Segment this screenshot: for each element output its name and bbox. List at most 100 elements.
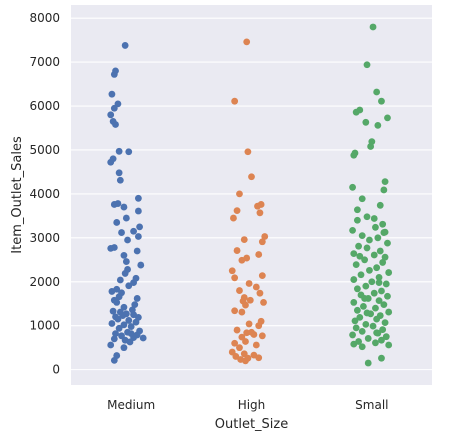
data-point-small	[349, 331, 356, 339]
data-point-high	[231, 307, 239, 315]
data-point-medium	[121, 42, 129, 49]
y-tick-label: 4000	[29, 187, 60, 201]
y-tick-label: 7000	[29, 55, 60, 69]
data-point-high	[231, 97, 239, 105]
data-point-high	[231, 274, 239, 282]
y-tick-labels: 0 1000 2000 3000 4000 5000 6000 7000 8000	[29, 11, 60, 376]
data-point-small	[381, 178, 389, 186]
data-point-small	[376, 247, 384, 255]
data-point-small	[373, 88, 381, 96]
data-point-small	[349, 183, 356, 191]
data-point-medium	[132, 318, 140, 326]
data-point-small	[350, 340, 358, 348]
data-point-high	[258, 332, 266, 340]
data-point-small	[370, 251, 378, 259]
data-point-medium	[108, 288, 116, 295]
data-point-small	[353, 216, 361, 224]
data-point-high	[256, 209, 264, 217]
data-point-small	[373, 264, 381, 272]
data-point-medium	[120, 203, 128, 211]
data-point-small	[367, 143, 375, 150]
data-point-medium	[124, 236, 131, 244]
data-point-small	[349, 226, 356, 234]
data-point-medium	[130, 279, 137, 287]
data-point-medium	[118, 229, 125, 236]
data-point-high	[230, 214, 237, 222]
data-point-small	[374, 121, 382, 129]
data-point-medium	[112, 121, 119, 128]
data-point-small	[372, 223, 379, 231]
x-tick-labels: Medium High Small	[107, 398, 388, 412]
x-tick-label: Small	[355, 398, 388, 412]
data-point-small	[350, 250, 358, 258]
data-point-high	[248, 328, 255, 336]
data-point-small	[384, 239, 391, 247]
data-point-small	[372, 339, 379, 347]
data-point-small	[375, 273, 383, 281]
data-point-high	[252, 283, 260, 291]
data-point-small	[379, 220, 387, 228]
data-point-medium	[115, 147, 123, 155]
data-point-medium	[126, 338, 134, 346]
data-point-small	[385, 308, 393, 316]
data-point-small	[352, 108, 360, 116]
data-point-small	[362, 320, 370, 328]
data-point-small	[376, 201, 384, 209]
data-point-small	[380, 301, 388, 309]
data-point-medium	[133, 295, 141, 302]
data-point-high	[245, 320, 253, 328]
data-point-medium	[110, 71, 118, 78]
data-point-high	[248, 173, 255, 181]
data-point-small	[375, 297, 383, 305]
data-point-small	[385, 269, 393, 276]
data-point-high	[238, 308, 246, 316]
data-point-medium	[119, 312, 127, 319]
data-points	[107, 23, 393, 367]
data-point-high	[232, 353, 240, 360]
data-point-medium	[125, 317, 133, 324]
data-point-medium	[120, 321, 128, 329]
data-point-medium	[110, 104, 118, 112]
data-point-high	[255, 354, 263, 362]
data-point-high	[246, 296, 254, 304]
data-point-medium	[134, 194, 142, 202]
data-point-medium	[125, 148, 133, 156]
data-point-high	[254, 202, 261, 210]
data-point-high	[231, 339, 239, 347]
data-point-small	[356, 313, 364, 321]
y-tick-label: 2000	[29, 275, 60, 289]
data-point-high	[233, 326, 241, 334]
data-point-medium	[114, 315, 122, 323]
data-point-small	[382, 280, 390, 288]
data-point-medium	[120, 344, 128, 352]
data-point-small	[374, 234, 382, 242]
data-point-small	[375, 279, 383, 287]
y-axis-label: Item_Outlet_Sales	[10, 136, 25, 254]
data-point-small	[380, 186, 388, 194]
data-point-high	[236, 344, 243, 352]
data-point-small	[353, 306, 361, 314]
data-point-medium	[121, 270, 129, 277]
data-point-medium	[127, 330, 135, 338]
data-point-medium	[107, 158, 115, 166]
data-point-high	[244, 148, 252, 156]
data-point-medium	[115, 293, 123, 301]
data-point-small	[369, 322, 377, 330]
data-point-medium	[110, 356, 118, 364]
data-point-small	[357, 271, 365, 279]
data-point-small	[353, 285, 361, 293]
data-point-high	[260, 299, 267, 306]
data-point-medium	[107, 341, 115, 349]
data-point-high	[255, 322, 263, 330]
data-point-small	[384, 114, 391, 122]
data-point-small	[369, 23, 377, 31]
data-point-medium	[108, 90, 116, 98]
data-point-small	[372, 304, 379, 312]
data-point-medium	[120, 252, 128, 259]
data-point-small	[366, 266, 373, 274]
data-point-small	[358, 343, 366, 351]
data-point-small	[362, 282, 370, 290]
data-point-small	[353, 206, 361, 214]
data-point-medium	[134, 233, 142, 240]
